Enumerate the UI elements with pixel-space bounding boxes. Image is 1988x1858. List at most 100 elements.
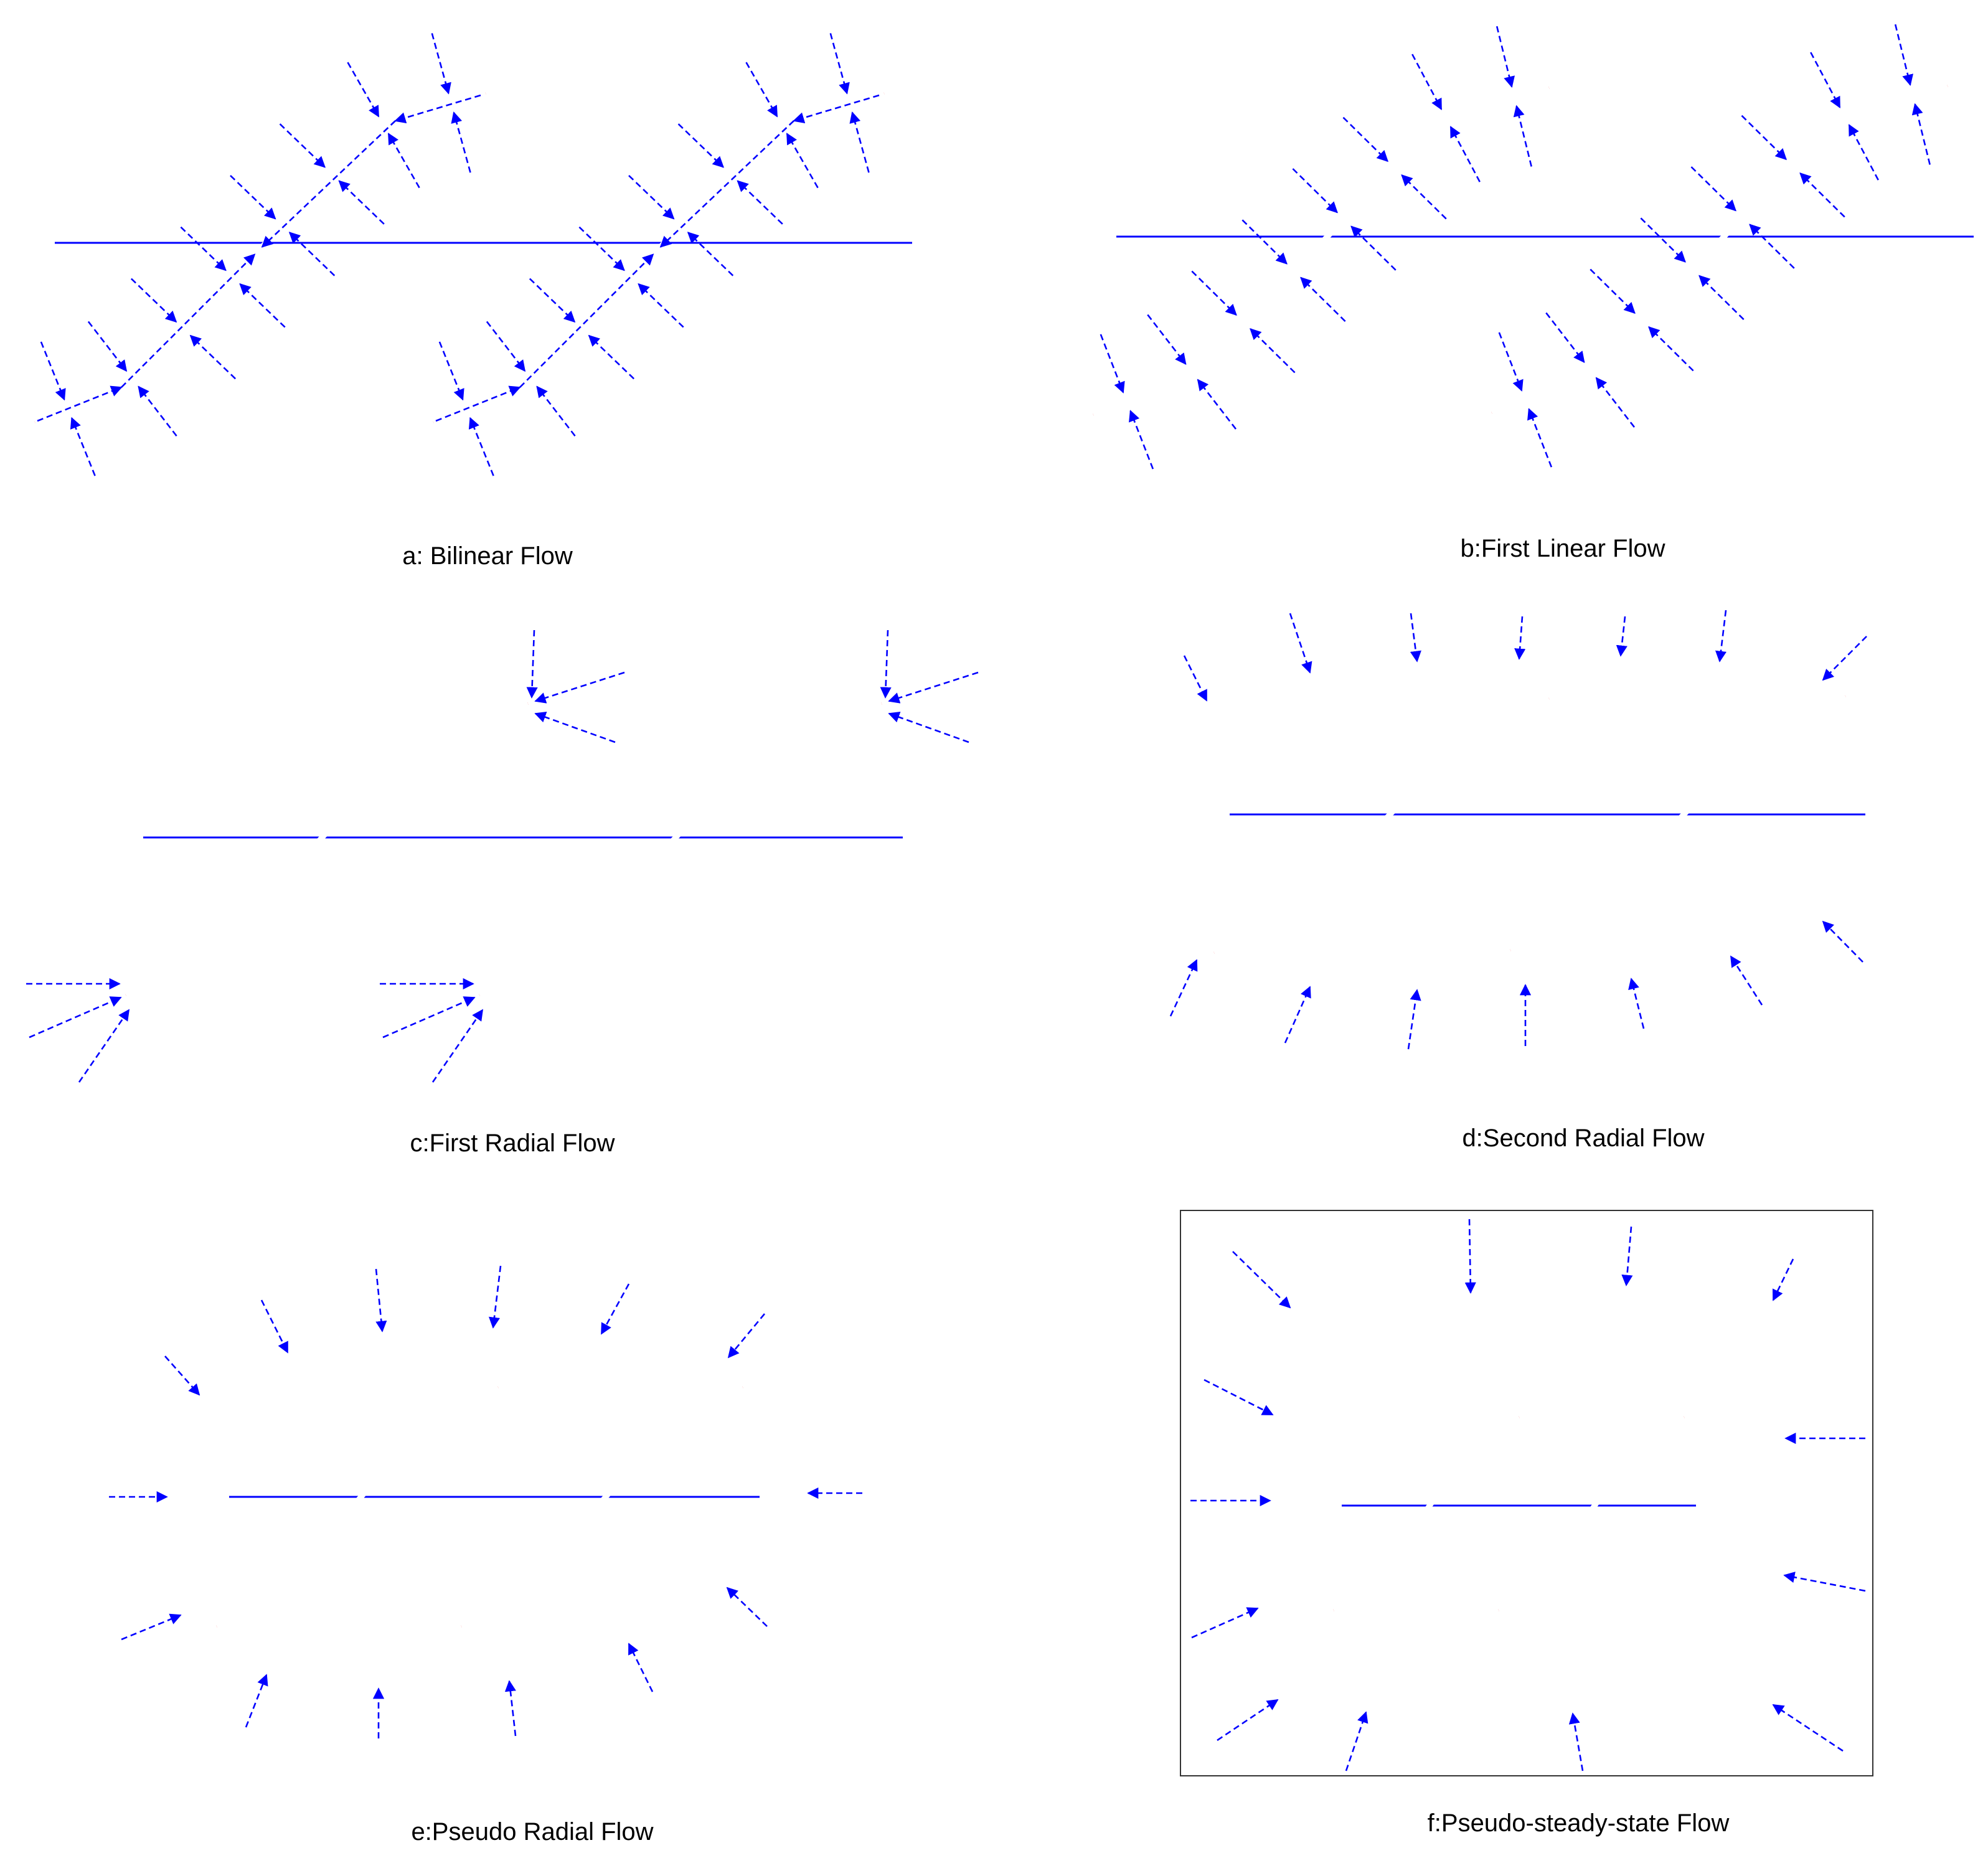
flow-arrow-to-fracture bbox=[1147, 314, 1187, 365]
boundary-flow-arrow bbox=[1772, 1258, 1794, 1301]
flow-arrow-to-fracture bbox=[1648, 326, 1694, 372]
flow-arrow-to-fracture bbox=[1300, 276, 1346, 323]
flow-arrow-to-fracture bbox=[431, 33, 451, 95]
radial-flow-arrow bbox=[600, 1283, 630, 1335]
radial-flow-arrow bbox=[245, 1674, 268, 1728]
panel-a bbox=[34, 33, 912, 476]
flow-arrow-to-fracture bbox=[1498, 332, 1524, 392]
hydraulic-fracture-inner bbox=[125, 700, 529, 998]
hydraulic-fracture bbox=[216, 1386, 499, 1628]
radial-flow-arrow bbox=[727, 1313, 766, 1359]
flow-arrow-to-fracture bbox=[87, 321, 128, 372]
boundary-flow-arrow bbox=[1204, 1379, 1274, 1416]
flow-arrow-to-fracture bbox=[1449, 126, 1481, 182]
radial-flow-arrow bbox=[164, 1356, 200, 1396]
flow-arrow-to-fracture bbox=[1513, 105, 1532, 167]
radial-flow-arrow bbox=[534, 671, 625, 704]
in-fracture-flow-arrow bbox=[793, 94, 880, 124]
hydraulic-fracture-inner bbox=[1491, 83, 1949, 416]
flow-arrow-to-fracture bbox=[1197, 379, 1237, 430]
caption-b: b:First Linear Flow bbox=[1461, 535, 1665, 562]
flow-arrow-to-fracture bbox=[1250, 328, 1296, 374]
radial-flow-arrow bbox=[1822, 920, 1863, 963]
in-fracture-flow-arrow bbox=[37, 385, 123, 422]
flow-arrow-to-fracture bbox=[130, 278, 177, 323]
radial-flow-arrow bbox=[1407, 989, 1421, 1050]
hydraulic-fracture-inner bbox=[460, 1384, 744, 1629]
hydraulic-fracture bbox=[433, 92, 885, 423]
hydraulic-fracture-inner bbox=[1509, 693, 1847, 953]
flow-arrow-to-fracture bbox=[1100, 334, 1125, 394]
radial-flow-arrow bbox=[1628, 978, 1645, 1029]
hydraulic-fracture-inner bbox=[1497, 1414, 1685, 1613]
radial-flow-arrow bbox=[260, 1299, 289, 1354]
radial-flow-arrow bbox=[1616, 616, 1628, 657]
boundary-flow-arrow bbox=[1772, 1704, 1844, 1752]
hydraulic-fracture-inner bbox=[215, 1384, 499, 1629]
flow-arrow-to-fracture bbox=[1595, 377, 1635, 428]
flow-arrow-to-fracture bbox=[786, 133, 819, 189]
radial-flow-arrow bbox=[888, 711, 969, 743]
radial-flow-arrow bbox=[121, 1613, 182, 1641]
hydraulic-fracture-inner bbox=[1213, 696, 1550, 956]
flow-arrow-to-fracture bbox=[745, 62, 778, 118]
flow-arrow-to-fracture bbox=[347, 62, 380, 118]
flow-arrow-to-fracture bbox=[1545, 312, 1585, 364]
in-fracture-flow-arrow bbox=[261, 120, 396, 248]
boundary-flow-arrow bbox=[1217, 1699, 1279, 1742]
radial-flow-arrow bbox=[1514, 616, 1526, 660]
hydraulic-fracture bbox=[1093, 87, 1550, 416]
flow-arrow-to-fracture bbox=[288, 232, 336, 276]
hydraulic-fracture bbox=[34, 92, 486, 423]
radial-flow-arrow bbox=[488, 1265, 502, 1329]
radial-flow-arrow bbox=[526, 630, 538, 699]
radial-flow-arrow bbox=[1284, 986, 1311, 1044]
flow-arrow-to-fracture bbox=[1749, 224, 1795, 269]
flow-arrow-to-fracture bbox=[468, 417, 494, 476]
radial-flow-arrow bbox=[29, 996, 122, 1039]
radial-flow-arrow bbox=[628, 1643, 654, 1692]
radial-flow-arrow bbox=[1289, 613, 1312, 674]
flow-arrow-to-fracture bbox=[1342, 116, 1388, 163]
boundary-flow-arrow bbox=[1568, 1712, 1584, 1771]
radial-flow-arrow bbox=[1169, 959, 1198, 1017]
flow-arrow-to-fracture bbox=[387, 133, 420, 189]
boundary-flow-arrow bbox=[1232, 1251, 1291, 1309]
flow-arrow-to-fracture bbox=[1640, 217, 1686, 263]
radial-flow-arrow bbox=[504, 1680, 517, 1737]
flow-arrow-to-fracture bbox=[338, 180, 385, 225]
flow-arrow-to-fracture bbox=[451, 111, 471, 173]
flow-arrow-to-fracture bbox=[578, 226, 625, 271]
radial-flow-arrow bbox=[1730, 955, 1763, 1006]
panel-e bbox=[109, 1265, 862, 1738]
flow-arrow-to-fracture bbox=[1292, 168, 1338, 214]
hydraulic-fracture-inner bbox=[1092, 85, 1550, 418]
boundary-flow-arrow bbox=[1345, 1711, 1369, 1771]
flow-arrow-to-fracture bbox=[1911, 103, 1931, 165]
flow-arrow-to-fracture bbox=[829, 33, 850, 95]
flow-arrow-to-fracture bbox=[138, 385, 177, 436]
in-fracture-flow-arrow bbox=[519, 253, 654, 388]
flow-arrow-to-fracture bbox=[677, 123, 724, 168]
radial-flow-arrow bbox=[880, 630, 892, 699]
flow-arrow-to-fracture bbox=[588, 334, 635, 380]
boundary-flow-arrow bbox=[1191, 1607, 1259, 1639]
boundary-flow-arrow bbox=[1464, 1219, 1476, 1294]
flow-arrow-to-fracture bbox=[189, 334, 237, 380]
flow-arrow-to-fracture bbox=[1741, 115, 1787, 161]
radial-flow-arrow bbox=[888, 671, 979, 704]
hydraulic-fracture-inner bbox=[34, 90, 487, 425]
flow-arrow-to-fracture bbox=[230, 174, 276, 220]
caption-d: d:Second Radial Flow bbox=[1462, 1125, 1704, 1152]
boundary-flow-arrow bbox=[1621, 1226, 1633, 1286]
radial-flow-arrow bbox=[1410, 613, 1421, 663]
radial-flow-arrow bbox=[431, 1009, 484, 1083]
flow-arrow-to-fracture bbox=[1799, 172, 1845, 218]
flow-arrow-to-fracture bbox=[70, 417, 96, 476]
in-fracture-flow-arrow bbox=[659, 120, 794, 248]
flow-arrow-to-fracture bbox=[849, 111, 870, 173]
flow-arrow-to-fracture bbox=[1848, 124, 1879, 181]
flow-arrow-to-fracture bbox=[1191, 270, 1237, 316]
hydraulic-fracture-inner bbox=[478, 700, 882, 998]
flow-arrow-to-fracture bbox=[536, 385, 576, 436]
